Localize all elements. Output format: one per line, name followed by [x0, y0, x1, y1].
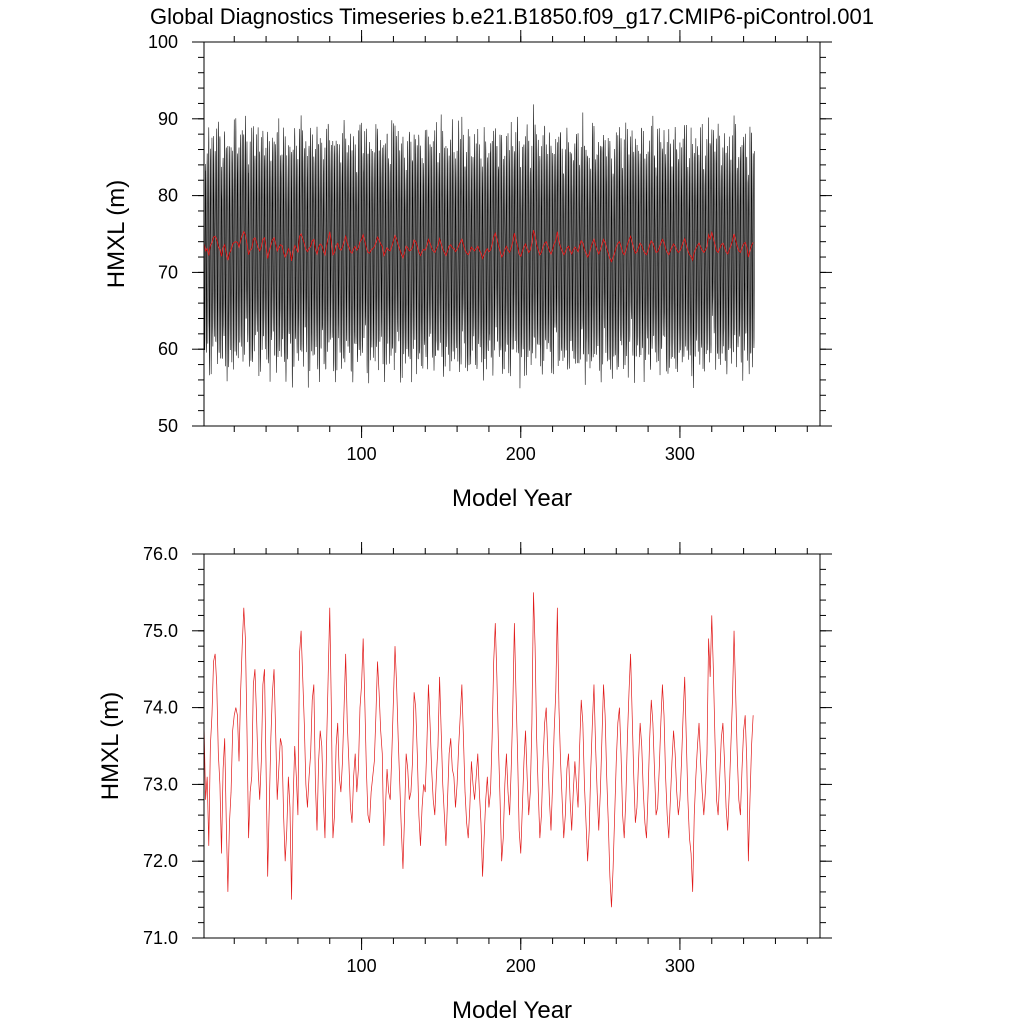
y-tick-label: 80: [158, 186, 178, 206]
y-axis-label: HMXL (m): [103, 180, 130, 288]
plot-frame: [203, 553, 821, 939]
y-tick-label: 75.0: [143, 621, 178, 641]
y-tick-label: 73.0: [143, 774, 178, 794]
y-tick-label: 74.0: [143, 698, 178, 718]
y-tick-label: 50: [158, 416, 178, 436]
y-tick-label: 90: [158, 109, 178, 129]
annual-series-line: [204, 230, 754, 263]
plot-area: [204, 104, 755, 389]
plot-frame: [203, 41, 821, 427]
x-axis-label: Model Year: [452, 485, 572, 512]
x-tick-label: 200: [506, 956, 536, 976]
x-tick-label: 300: [665, 956, 695, 976]
x-axis-label: Model Year: [452, 997, 572, 1024]
y-tick-label: 70: [158, 262, 178, 282]
x-tick-label: 100: [347, 956, 377, 976]
annual-series-line: [204, 592, 754, 908]
y-tick-label: 100: [148, 32, 178, 52]
y-tick-label: 71.0: [143, 928, 178, 948]
top-panel-chart: 100 200 300 50 60 70 80 90 100 Model Year HMXL (m): [103, 30, 832, 512]
y-axis-label: HMXL (m): [97, 692, 124, 800]
plot-area: [204, 592, 754, 908]
x-tick-label: 100: [347, 444, 377, 464]
figure-title: Global Diagnostics Timeseries b.e21.B185…: [150, 4, 874, 29]
y-tick-label: 76.0: [143, 544, 178, 564]
monthly-series-line: [204, 104, 755, 389]
x-tick-label: 200: [506, 444, 536, 464]
x-tick-label: 300: [665, 444, 695, 464]
y-tick-label: 72.0: [143, 851, 178, 871]
bottom-panel-chart: 100 200 300 71.0 72.0 73.0 74.0 75.0 76.0 Model Y…: [97, 542, 832, 1024]
y-tick-label: 60: [158, 339, 178, 359]
